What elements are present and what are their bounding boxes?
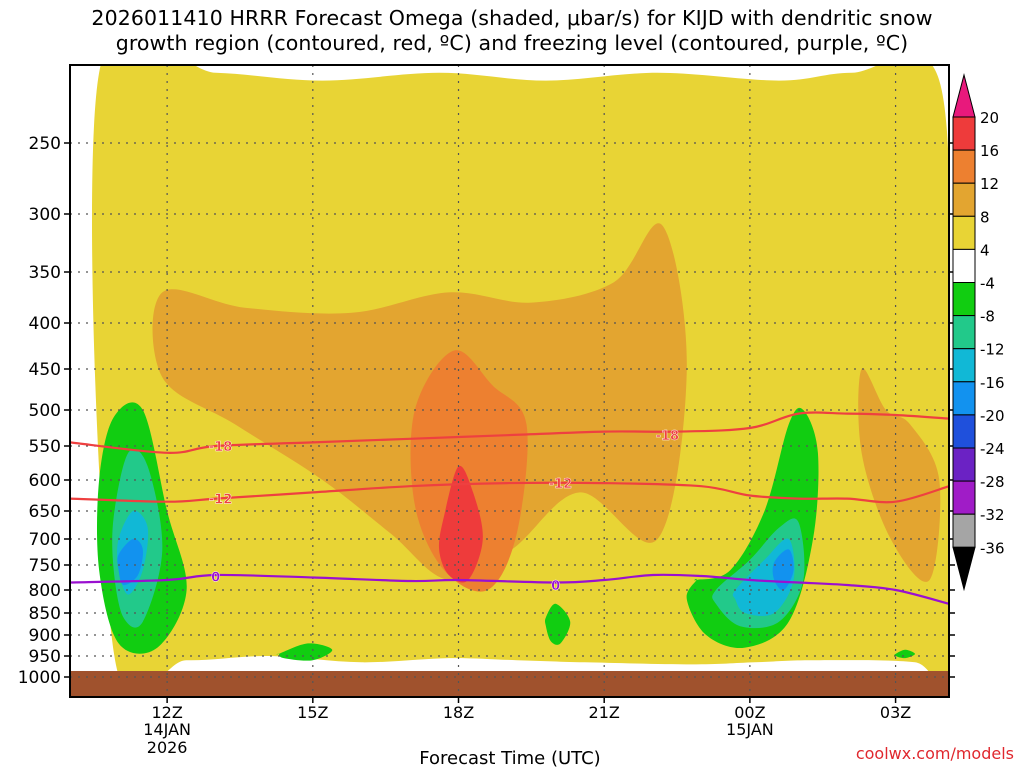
colorbar-swatch-3 (952, 182, 976, 217)
colorbar-label-9: -20 (980, 407, 1005, 425)
x-tick-sublabel-00Z-0: 15JAN (726, 720, 774, 739)
colorbar-label-7: -12 (980, 341, 1005, 359)
colorbar-swatch-1 (952, 116, 976, 151)
colorbar-label-12: -32 (980, 506, 1005, 524)
omega-region-neg16-12 (772, 549, 794, 591)
colorbar-label-6: -8 (980, 308, 995, 326)
contour-freezing-level (70, 573, 949, 605)
ground-fill (70, 671, 949, 697)
gridlines (70, 65, 949, 697)
colorbar-swatch-10 (952, 414, 976, 449)
colorbar-label-13: -36 (980, 539, 1005, 557)
colorbar-swatch-7 (952, 315, 976, 350)
colorbar-swatch-4 (952, 215, 976, 250)
colorbar-swatch-5 (952, 248, 976, 283)
y-tick-label-700: 700 (29, 530, 61, 550)
colorbar-label-0: 20 (980, 109, 999, 127)
x-tick-label-12Z: 12Z (151, 703, 182, 722)
colorbar-swatch-13 (952, 513, 976, 548)
colorbar: 20 16 12 8 4 -4 -8 -12 -16 -20 -24 -28 -32 -36 (952, 73, 1005, 592)
contour-lines (70, 411, 949, 605)
colorbar-top-arrow (952, 73, 976, 118)
contour-label-0: -18 (209, 440, 233, 455)
omega-region-pos8-2 (858, 368, 941, 582)
contour-label-5: 0 (551, 579, 560, 594)
contour--12C (70, 481, 949, 504)
x-tick-label-15Z: 15Z (297, 703, 328, 722)
colorbar-label-2: 12 (980, 175, 999, 193)
contour-label-2: -12 (209, 493, 233, 508)
y-tick-label-650: 650 (29, 502, 61, 522)
y-tick-label-350: 350 (29, 263, 61, 283)
colorbar-label-11: -28 (980, 473, 1005, 491)
x-tick-sublabel-12Z-1: 2026 (147, 738, 188, 757)
contour-labels: -18 -18 -12 -12 0 0 (209, 429, 680, 594)
contour-label-3: -12 (549, 477, 573, 492)
x-tick-label-18Z: 18Z (443, 703, 474, 722)
y-tick-label-250: 250 (29, 134, 61, 154)
title-line-1: 2026011410 HRRR Forecast Omega (shaded, … (91, 6, 933, 30)
omega-region-neg16-8 (117, 538, 143, 586)
colorbar-swatch-6 (952, 282, 976, 317)
y-tick-label-450: 450 (29, 360, 61, 380)
y-tick-label-550: 550 (29, 437, 61, 457)
source-credit: coolwx.com/models (855, 744, 1014, 763)
y-tick-label-500: 500 (29, 401, 61, 421)
omega-region-neg4-15 (894, 649, 915, 659)
colorbar-swatch-11 (952, 447, 976, 482)
colorbar-swatch-12 (952, 480, 976, 515)
colorbar-label-10: -24 (980, 440, 1005, 458)
title-line-2: growth region (contoured, red, ºC) and f… (115, 31, 909, 55)
y-axis-ticks: 2503003504004505005506006507007508008509… (18, 134, 955, 688)
x-tick-label-00Z: 00Z (734, 703, 765, 722)
colorbar-label-8: -16 (980, 374, 1005, 392)
contour--18C (70, 411, 949, 454)
y-tick-label-1000: 1000 (18, 668, 61, 688)
colorbar-swatch-9 (952, 381, 976, 416)
y-tick-label-300: 300 (29, 205, 61, 225)
contour-label-4: 0 (211, 571, 220, 586)
omega-shading (92, 65, 949, 697)
y-tick-label-400: 400 (29, 314, 61, 334)
x-axis-label: Forecast Time (UTC) (419, 748, 600, 768)
y-tick-label-950: 950 (29, 647, 61, 667)
x-tick-label-21Z: 21Z (589, 703, 620, 722)
colorbar-label-4: 4 (980, 241, 990, 259)
colorbar-label-1: 16 (980, 142, 999, 160)
contour-label-1: -18 (656, 429, 680, 444)
ground-surface (70, 671, 949, 697)
omega-region-pos16-4 (438, 465, 483, 583)
y-tick-label-750: 750 (29, 556, 61, 576)
colorbar-swatch-2 (952, 149, 976, 184)
y-tick-label-800: 800 (29, 581, 61, 601)
y-tick-label-850: 850 (29, 604, 61, 624)
colorbar-bottom-arrow (952, 546, 976, 592)
colorbar-swatch-8 (952, 348, 976, 383)
y-tick-label-600: 600 (29, 471, 61, 491)
plot-border (69, 64, 950, 698)
plot-frame (69, 64, 950, 698)
colorbar-label-5: -4 (980, 275, 995, 293)
x-tick-sublabel-12Z-0: 14JAN (143, 720, 191, 739)
y-tick-label-900: 900 (29, 626, 61, 646)
colorbar-label-3: 8 (980, 208, 990, 226)
chart-title: 2026011410 HRRR Forecast Omega (shaded, … (0, 6, 1024, 56)
x-tick-label-03Z: 03Z (880, 703, 911, 722)
